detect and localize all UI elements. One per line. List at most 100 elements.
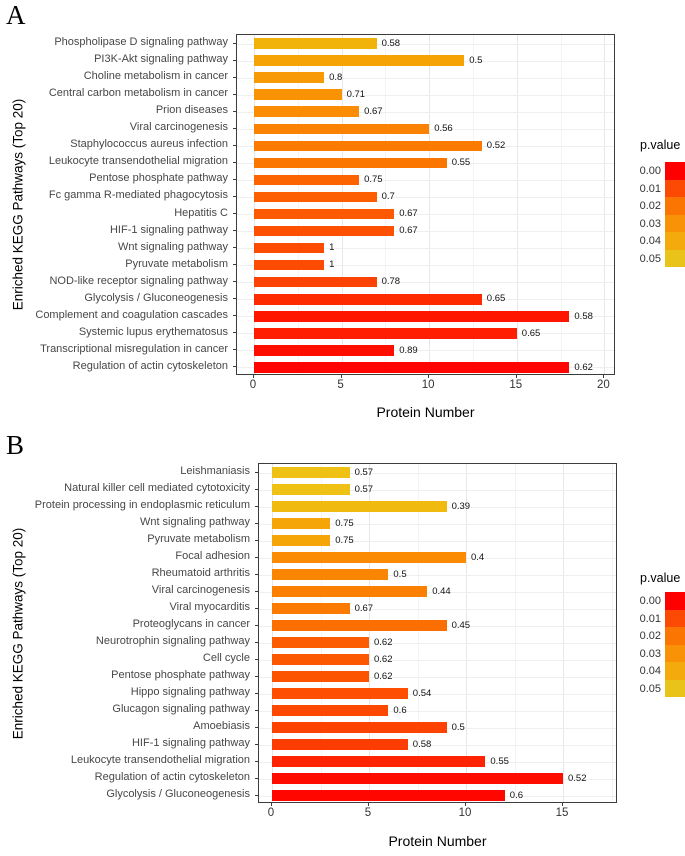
x-tick (515, 375, 517, 378)
bar-value-label: 0.56 (434, 122, 453, 134)
y-tick (233, 76, 236, 78)
x-tick-label: 0 (267, 807, 275, 819)
bar-value-label: 0.75 (335, 517, 354, 529)
y-tick (233, 349, 236, 351)
legend-swatch (665, 592, 685, 610)
gridline-minor (473, 35, 474, 374)
bar (254, 294, 482, 305)
legend-label: 0.01 (639, 612, 661, 625)
gridline-row (259, 744, 616, 746)
y-axis-label: Glycolysis / Gluconeogenesis (106, 788, 250, 800)
y-axis-label: Complement and coagulation cascades (35, 308, 228, 321)
y-tick (233, 315, 236, 317)
legend-swatch (665, 232, 685, 250)
y-axis-label: Natural killer cell mediated cytotoxicit… (64, 482, 250, 494)
gridline-major (254, 35, 255, 374)
x-tick (368, 803, 369, 806)
x-tick-label: 20 (596, 379, 610, 391)
gridline-row (237, 94, 614, 96)
legend-label: 0.05 (639, 682, 661, 695)
legend-swatch (665, 627, 685, 645)
bar-value-label: 0.67 (399, 225, 418, 237)
y-axis-label: Glycolysis / Gluconeogenesis (84, 291, 228, 304)
x-tick-label: 0 (249, 379, 257, 391)
legend-swatch (665, 179, 685, 197)
bar-value-label: 0.57 (354, 483, 374, 495)
y-axis-label: Rheumatoid arthritis (151, 567, 250, 579)
y-axis-label: Wnt signaling pathway (117, 240, 228, 253)
bar-value-label: 0.8 (329, 71, 343, 83)
y-tick (255, 522, 258, 524)
y-axis-label: Neurotrophin signaling pathway (95, 635, 250, 647)
bar (272, 603, 350, 614)
gridline-row (237, 111, 614, 113)
y-tick (255, 675, 258, 677)
y-axis-title-b: Enriched KEGG Pathways (Top 20) (3, 463, 33, 803)
bar (254, 311, 570, 322)
bar (272, 484, 350, 495)
x-tick-label: 5 (364, 807, 372, 819)
y-axis-label: Viral carcinogenesis (151, 584, 250, 596)
y-axis-label: Staphylococcus aureus infection (70, 138, 228, 151)
y-tick (233, 332, 236, 334)
y-tick (233, 42, 236, 44)
bar-value-label: 0.67 (354, 602, 374, 614)
y-tick (233, 264, 236, 266)
gridline-minor (385, 35, 387, 374)
legend-swatch (665, 679, 685, 697)
y-axis-title-a: Enriched KEGG Pathways (Top 20) (3, 34, 33, 375)
gridline-row (259, 693, 616, 695)
y-axis-label: Central carbon metabolism in cancer (48, 87, 228, 100)
gridline-row (259, 676, 616, 678)
y-tick (255, 777, 258, 779)
x-tick-label: 10 (458, 807, 472, 819)
bar (272, 722, 447, 733)
y-axis-label: Hippo signaling pathway (130, 686, 250, 698)
y-axis-label: Transcriptional misregulation in cancer (40, 342, 228, 355)
y-tick (255, 641, 258, 643)
gridline-row (237, 77, 614, 79)
y-tick (233, 213, 236, 215)
bar-value-label: 0.45 (451, 619, 471, 631)
y-axis-label: Leukocyte transendothelial migration (70, 754, 250, 766)
bar (272, 586, 428, 597)
legend-label: 0.00 (639, 595, 661, 607)
bar (272, 620, 447, 631)
bar (254, 362, 570, 373)
bar (254, 328, 517, 339)
legend-swatch (665, 662, 685, 680)
bar (272, 739, 408, 750)
bar-value-label: 0.71 (346, 88, 366, 100)
bar-value-label: 0.55 (490, 755, 509, 767)
legend-swatch (665, 214, 685, 232)
bar-value-label: 0.62 (374, 636, 393, 648)
y-tick (233, 110, 236, 112)
gridline-major (516, 35, 518, 374)
gridline-row (259, 523, 616, 525)
bar (272, 569, 389, 580)
legend-label: 0.02 (639, 630, 661, 642)
bar-value-label: 0.5 (469, 54, 483, 66)
plot-panel-b: 0.57 0.57 0.39 0.75 0.75 0.4 0.5 0.44 0.67 0.45 0.… (258, 463, 617, 803)
bar (254, 140, 482, 152)
bar-value-label: 0.39 (451, 500, 471, 512)
legend-label: 0.05 (639, 252, 661, 265)
y-axis-label: Regulation of actin cytoskeleton (94, 771, 250, 783)
legend-label: 0.04 (639, 665, 661, 677)
x-tick-label: 5 (337, 379, 344, 391)
gridline-major (429, 35, 431, 374)
y-axis-label: Leishmaniasis (180, 465, 250, 477)
x-tick-label: 10 (421, 379, 435, 391)
y-axis-label: Prion diseases (155, 104, 228, 117)
bar (272, 790, 505, 801)
bar-value-label: 0.7 (381, 191, 395, 203)
bar (272, 552, 466, 563)
y-tick (233, 161, 236, 163)
gridline-row (237, 214, 614, 216)
gridline-row (259, 642, 616, 644)
x-tick (271, 803, 272, 806)
x-tick (465, 803, 466, 806)
legend-swatch (665, 609, 685, 627)
y-tick (233, 195, 236, 197)
